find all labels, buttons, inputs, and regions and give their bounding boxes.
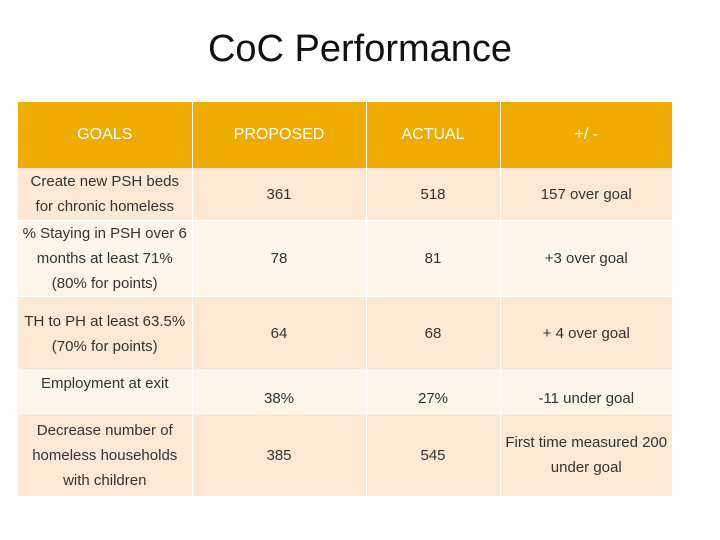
goal-cell: Employment at exit — [18, 370, 193, 414]
actual-cell: 545 — [366, 413, 501, 497]
proposed-cell: 38% — [192, 370, 367, 414]
table-row: TH to PH at least 63.5% (70% for points)… — [18, 296, 672, 371]
proposed-cell: 385 — [192, 413, 367, 497]
actual-cell: 81 — [366, 220, 501, 297]
goal-cell: % Staying in PSH over 6 months at least … — [18, 220, 193, 297]
performance-table: GOALS PROPOSED ACTUAL +/ - Create new PS… — [18, 102, 672, 497]
table-row: Decrease number of homeless households w… — [18, 413, 672, 497]
proposed-cell: 64 — [192, 296, 367, 371]
table-row: Create new PSH beds for chronic homeless… — [18, 168, 672, 221]
goal-cell: Create new PSH beds for chronic homeless — [18, 168, 193, 221]
goal-cell: Decrease number of homeless households w… — [18, 413, 193, 497]
header-difference: +/ - — [500, 102, 672, 168]
proposed-cell: 361 — [192, 168, 367, 221]
difference-cell: First time measured 200 under goal — [500, 413, 672, 497]
table-header-row: GOALS PROPOSED ACTUAL +/ - — [18, 102, 672, 168]
difference-cell: +3 over goal — [500, 220, 672, 297]
header-actual: ACTUAL — [366, 102, 501, 168]
proposed-cell: 78 — [192, 220, 367, 297]
table-row: % Staying in PSH over 6 months at least … — [18, 220, 672, 297]
header-goals: GOALS — [18, 102, 193, 168]
difference-cell: + 4 over goal — [500, 296, 672, 371]
table-row: Employment at exit 38% 27% -11 under goa… — [18, 370, 672, 414]
actual-cell: 27% — [366, 370, 501, 414]
page-title: CoC Performance — [207, 28, 513, 70]
actual-cell: 518 — [366, 168, 501, 221]
difference-cell: -11 under goal — [500, 370, 672, 414]
actual-cell: 68 — [366, 296, 501, 371]
difference-cell: 157 over goal — [500, 168, 672, 221]
header-proposed: PROPOSED — [192, 102, 367, 168]
goal-cell: TH to PH at least 63.5% (70% for points) — [18, 296, 193, 371]
